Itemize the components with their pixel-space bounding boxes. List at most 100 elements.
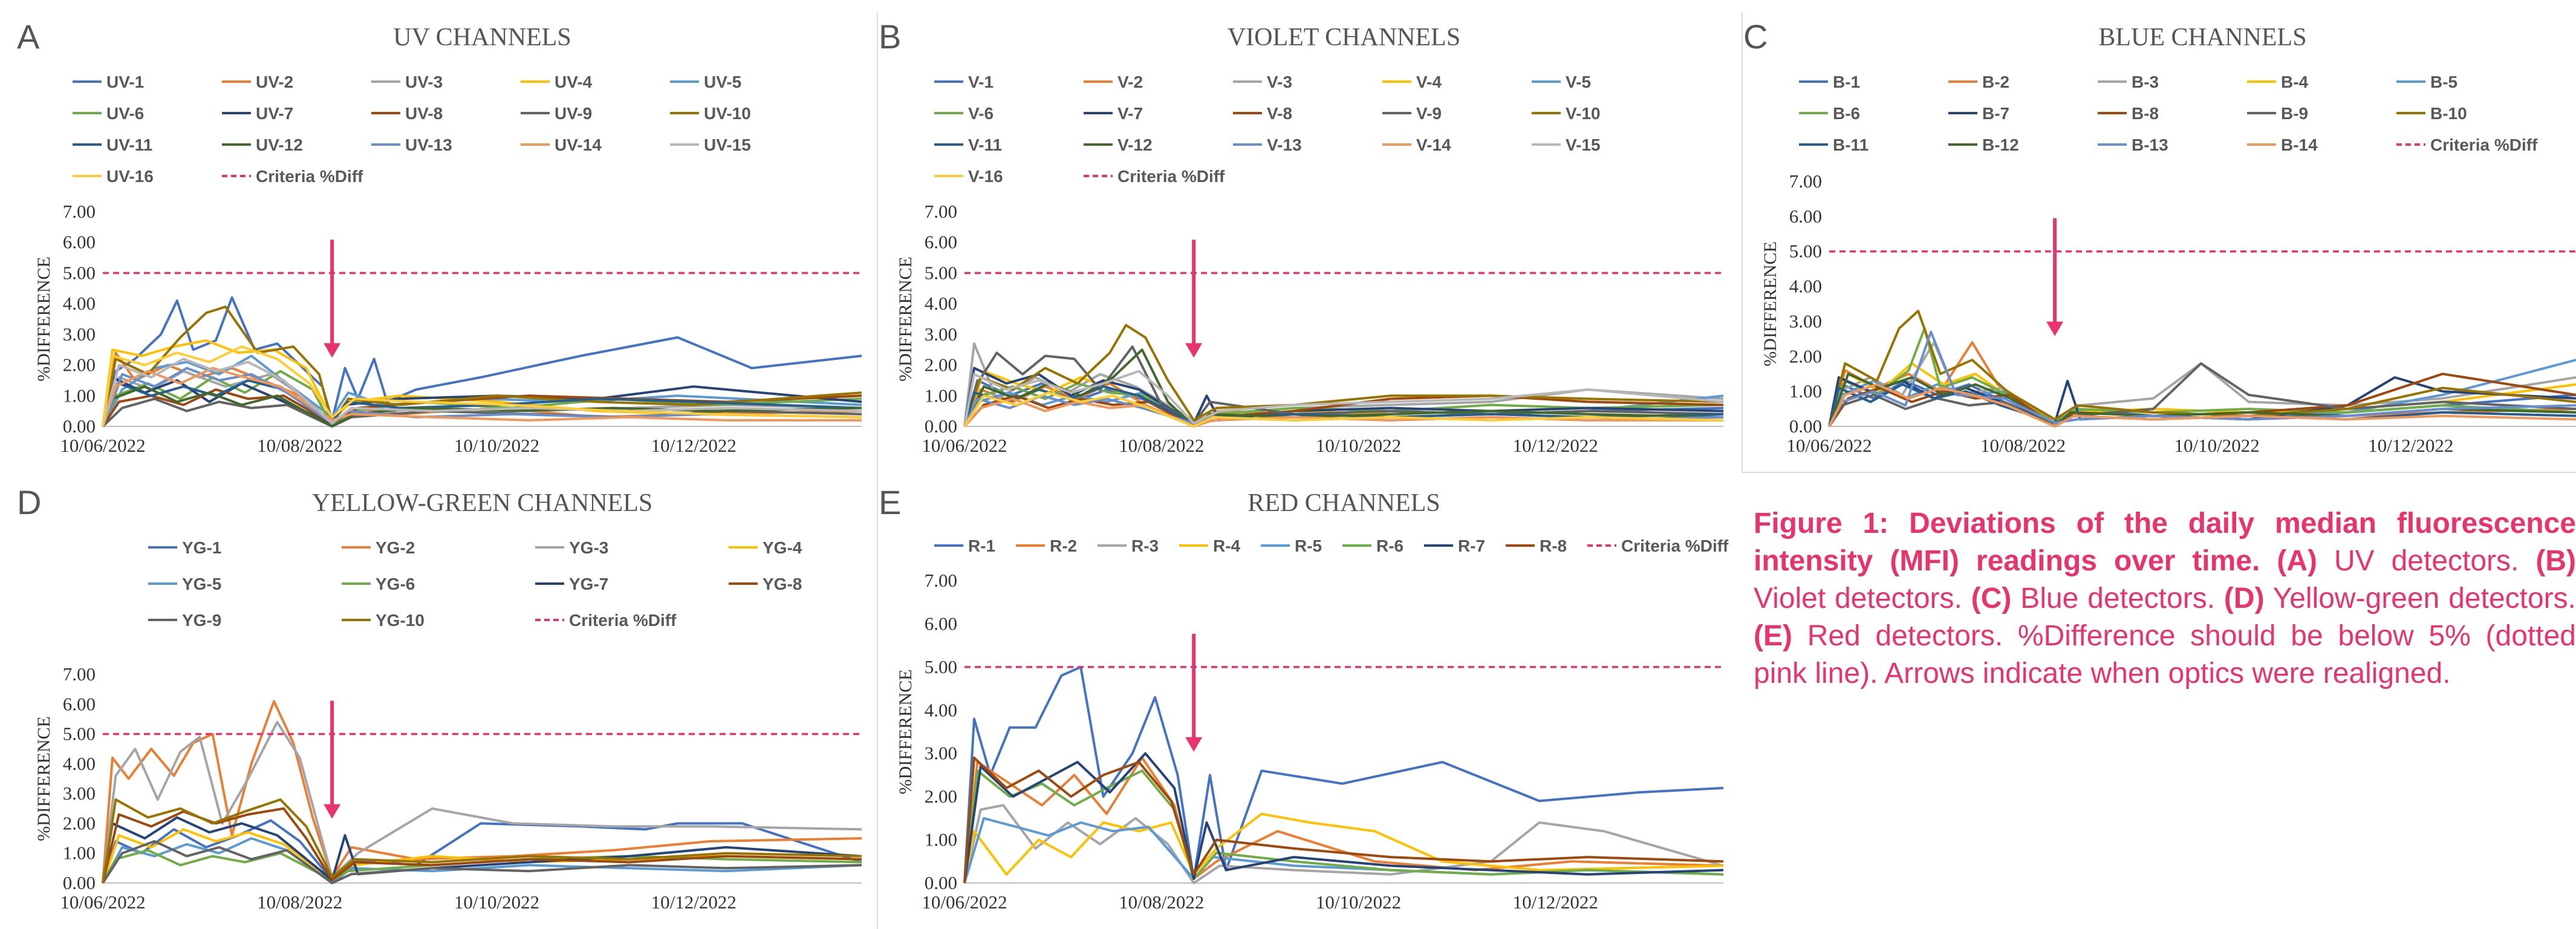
legend-item: B-1 xyxy=(1799,73,1860,91)
legend-item: UV-3 xyxy=(371,73,443,91)
legend-item: B-6 xyxy=(1799,104,1860,123)
legend-item: Criteria %Diff xyxy=(2396,135,2538,154)
x-tick-label: 10/12/2022 xyxy=(1513,435,1598,456)
legend-item: UV-14 xyxy=(521,135,602,154)
chart-svg: B VIOLET CHANNELS V-1 V-2 V-3 V-4 V-5 V-6 V-7 V-8… xyxy=(879,18,1724,456)
legend-item: V-15 xyxy=(1532,135,1601,154)
legend-item: YG-9 xyxy=(148,611,221,630)
legend-label: B-7 xyxy=(1982,104,2009,123)
panel-letter: D xyxy=(17,483,41,521)
legend-label: YG-3 xyxy=(569,538,608,557)
legend-item: V-2 xyxy=(1084,73,1143,91)
legend-item: YG-10 xyxy=(342,611,424,630)
legend-item: UV-11 xyxy=(73,135,152,154)
series-line xyxy=(102,385,862,428)
y-tick-label: 7.00 xyxy=(925,570,957,591)
y-tick-label: 2.00 xyxy=(63,812,96,833)
series-line xyxy=(102,305,862,427)
series-line xyxy=(963,370,1724,427)
panel-letter: A xyxy=(17,18,40,56)
legend-item: V-14 xyxy=(1382,135,1451,154)
legend-label: V-10 xyxy=(1566,104,1601,123)
legend-label: Criteria %Diff xyxy=(1117,167,1225,186)
legend-label: R-2 xyxy=(1050,536,1077,555)
y-tick-label: 6.00 xyxy=(925,232,957,253)
legend-item: UV-9 xyxy=(521,104,592,123)
caption-d-label: (D) xyxy=(2223,582,2265,614)
legend-label: UV-9 xyxy=(555,104,592,123)
legend: B-1 B-2 B-3 B-4 B-5 B-6 B-7 B-8 B-9 B-10 B-11 B-12 B… xyxy=(1799,73,2538,154)
legend-item: V-16 xyxy=(934,167,1003,186)
realignment-arrow xyxy=(1185,240,1203,358)
series-group xyxy=(963,324,1724,428)
legend-item: UV-7 xyxy=(222,104,293,123)
legend-label: UV-11 xyxy=(106,135,152,154)
chart-blue-channels: C BLUE CHANNELS B-1 B-2 B-3 B-4 B-5 B-6 B-7 B-8 B-… xyxy=(1738,12,2576,472)
legend-label: UV-6 xyxy=(106,104,144,123)
legend-item: Criteria %Diff xyxy=(535,611,677,630)
realignment-arrow xyxy=(324,700,341,819)
legend-item: UV-13 xyxy=(371,135,452,154)
y-axis-label: %DIFFERENCE xyxy=(896,670,916,795)
legend-item: B-13 xyxy=(2098,135,2168,154)
chart-svg: D YELLOW-GREEN CHANNELS YG-1 YG-2 YG-3 YG-4 YG… xyxy=(17,483,862,913)
legend-label: YG-1 xyxy=(182,538,221,557)
series-group xyxy=(1828,310,2576,428)
legend-label: V-16 xyxy=(968,167,1003,186)
panel-letter: E xyxy=(879,483,901,521)
legend-item: YG-1 xyxy=(148,538,221,557)
legend-item: R-8 xyxy=(1506,536,1567,555)
chart-title: YELLOW-GREEN CHANNELS xyxy=(312,489,652,517)
legend-label: YG-6 xyxy=(376,575,415,593)
legend-label: R-8 xyxy=(1540,536,1567,555)
legend-label: B-3 xyxy=(2132,73,2159,91)
legend-item: B-5 xyxy=(2396,73,2457,91)
caption-e-label: (E) xyxy=(1754,620,1792,652)
legend-label: R-7 xyxy=(1458,536,1485,555)
legend-label: YG-4 xyxy=(763,538,802,557)
realignment-arrow xyxy=(2046,218,2064,336)
series-line xyxy=(1828,330,2576,427)
series-line xyxy=(963,324,1724,427)
legend-label: UV-5 xyxy=(704,73,741,91)
legend-label: UV-7 xyxy=(256,104,293,123)
legend-label: R-3 xyxy=(1131,536,1159,555)
y-tick-label: 4.00 xyxy=(925,293,957,314)
legend-item: V-11 xyxy=(934,135,1002,154)
legend-label: Criteria %Diff xyxy=(2430,135,2538,154)
realignment-arrow xyxy=(324,240,341,358)
y-tick-label: 7.00 xyxy=(925,201,957,222)
legend-label: UV-13 xyxy=(405,135,452,154)
legend-item: R-4 xyxy=(1179,536,1241,555)
legend-item: V-1 xyxy=(934,73,994,91)
series-line xyxy=(102,840,862,884)
y-tick-label: 2.00 xyxy=(63,354,96,376)
legend-item: YG-2 xyxy=(342,538,415,557)
legend-item: V-12 xyxy=(1084,135,1153,154)
y-tick-label: 2.00 xyxy=(925,786,957,807)
arrow-head xyxy=(324,804,341,819)
legend-label: B-4 xyxy=(2281,73,2309,91)
legend-item: V-10 xyxy=(1532,104,1601,123)
panel-letter: B xyxy=(879,18,901,56)
x-tick-label: 10/08/2022 xyxy=(1980,435,2066,456)
y-tick-label: 0.00 xyxy=(925,872,957,893)
arrow-head xyxy=(324,343,341,358)
legend-item: V-3 xyxy=(1233,73,1292,91)
y-tick-label: 3.00 xyxy=(925,324,957,345)
chart-title: VIOLET CHANNELS xyxy=(1228,24,1460,51)
y-tick-label: 7.00 xyxy=(63,663,96,685)
legend-item: B-8 xyxy=(2098,104,2159,123)
x-tick-label: 10/12/2022 xyxy=(1513,892,1598,913)
y-tick-label: 2.00 xyxy=(925,354,957,376)
arrow-head xyxy=(2046,321,2064,336)
caption-title: Figure 1: Deviations of the daily median… xyxy=(1754,507,2576,577)
x-tick-label: 10/10/2022 xyxy=(1316,435,1401,456)
legend-label: UV-10 xyxy=(704,104,751,123)
panel-separator xyxy=(877,12,878,929)
legend-item: UV-4 xyxy=(521,73,593,91)
legend-label: B-14 xyxy=(2281,135,2318,154)
legend-label: V-6 xyxy=(968,104,994,123)
legend-label: B-5 xyxy=(2430,73,2457,91)
legend-label: B-13 xyxy=(2132,135,2168,154)
